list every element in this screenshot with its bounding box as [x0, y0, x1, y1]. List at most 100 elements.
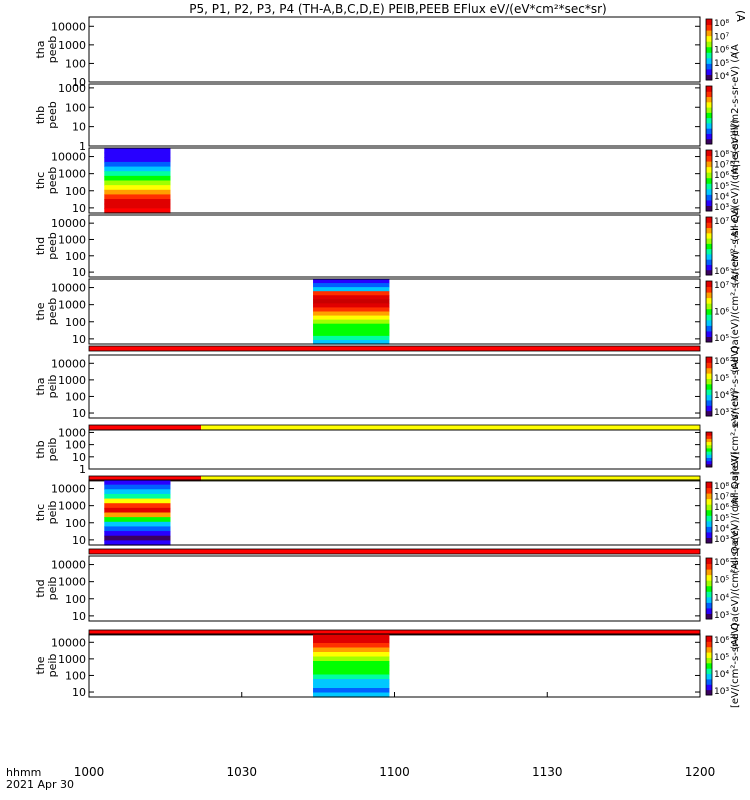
x-tick-label: 1030: [226, 765, 257, 779]
colorbar-tick-label: 10³: [714, 408, 729, 418]
flag-bar-frame: [88, 345, 701, 352]
flag-bar-red: [89, 630, 700, 635]
panel-the-peib: 10 100 1000 10000 the peib 10³ 10⁴ 10⁵ 10⁶ [eV/(cm…: [34, 623, 741, 708]
spectrogram-band: [313, 315, 390, 321]
y-tick-label: 10: [72, 451, 86, 464]
spectrogram-band: [313, 319, 390, 325]
colorbar-segment: [706, 74, 712, 81]
colorbar-segment: [706, 569, 712, 576]
colorbar-segment: [706, 177, 712, 184]
spectrogram-band: [313, 634, 390, 640]
colorbar-segment: [706, 460, 712, 465]
spectrogram-band: [104, 540, 171, 546]
panel-product-label: peib: [46, 654, 59, 678]
y-tick-label: 10: [72, 686, 86, 699]
y-tick-label: 10: [72, 333, 86, 346]
panel-probe-label: thc: [34, 172, 47, 189]
x-tick-label: 1100: [379, 765, 410, 779]
spectrogram-band: [313, 287, 390, 292]
colorbar-segment: [706, 107, 712, 113]
spectrogram-band: [104, 484, 171, 490]
colorbar-segment: [706, 161, 712, 168]
colorbar-segment: [706, 205, 712, 212]
colorbar-segment: [706, 537, 712, 544]
panel-probe-label: the: [34, 656, 47, 674]
colorbar-unit-label: (A|]e(eV)ll[m2-s-sr-eV) (A: [730, 52, 741, 178]
flag-bar-yellow: [201, 476, 700, 481]
colorbar-segment: [706, 405, 712, 412]
colorbar-unit-label: [eV/(cm²-s-sr-eV): [730, 623, 741, 708]
colorbar-tick-label: 10⁷: [714, 161, 729, 171]
colorbar-segment: [706, 46, 712, 53]
colorbar-segment: [706, 35, 712, 42]
colorbar-segment: [706, 227, 712, 234]
panel-frame: [88, 278, 701, 345]
spectrogram-band: [313, 652, 390, 658]
spectrogram-band: [313, 674, 390, 680]
colorbar-segment: [706, 383, 712, 390]
colorbar-unit-label: (All Qa(eV)/(cm²-s-sr-eV): [730, 451, 741, 574]
flag-bar-frame: [88, 548, 701, 555]
y-tick-label: 10000: [51, 282, 86, 295]
y-tick-label: 100: [65, 185, 86, 198]
spectrogram-band: [104, 185, 171, 191]
y-tick-label: 10: [72, 76, 86, 89]
y-tick-label: 10: [72, 266, 86, 279]
y-tick-label: 100: [65, 316, 86, 329]
y-tick-label: 1: [79, 140, 86, 153]
colorbar-segment: [706, 585, 712, 592]
panel-frame: [88, 16, 701, 83]
spectrogram-band: [313, 303, 390, 309]
panel-frame: [88, 479, 701, 546]
panel-frame: [88, 429, 701, 470]
colorbar-segment: [706, 389, 712, 396]
colorbar-frame: [705, 85, 713, 145]
colorbar-segment: [706, 222, 712, 229]
spectrogram-band: [104, 166, 171, 172]
colorbar-segment: [706, 652, 712, 658]
y-tick-label: 100: [65, 669, 86, 682]
colorbar-segment: [706, 24, 712, 31]
flag-bar-frame: [88, 629, 701, 636]
spectrogram-band: [313, 670, 390, 676]
colorbar-tick-label: 10³: [714, 611, 729, 621]
colorbar-segment: [706, 504, 712, 511]
y-tick-label: 10: [72, 610, 86, 623]
colorbar-segment: [706, 325, 712, 332]
colorbar-unit-label: (A/(cm²-s-sr-eV): [730, 206, 741, 285]
panel-probe-label: thb: [34, 106, 47, 124]
panel-frame: [88, 354, 701, 419]
spectrogram-band: [104, 203, 171, 209]
colorbar-segment: [706, 314, 712, 321]
colorbar-segment: [706, 373, 712, 379]
spectrogram-band: [313, 692, 390, 698]
colorbar-tick-label: 10³: [714, 535, 729, 545]
spectrogram-band: [313, 327, 390, 333]
x-tick-label: 1130: [532, 765, 563, 779]
spectrogram-band: [313, 688, 390, 694]
panel-probe-label: tha: [34, 40, 47, 58]
spectrogram-band: [313, 339, 390, 345]
colorbar-frame: [705, 557, 713, 620]
y-tick-label: 10: [72, 121, 86, 134]
colorbar-segment: [706, 531, 712, 538]
spectrogram-band: [313, 661, 390, 667]
colorbar-tick-label: 10⁵: [714, 59, 729, 69]
colorbar-segment: [706, 297, 712, 304]
panel-frame: [88, 147, 701, 214]
panel-product-label: peeb: [46, 232, 59, 260]
colorbar-segment: [706, 509, 712, 516]
colorbar-segment: [706, 63, 712, 70]
panel-probe-label: thd: [34, 579, 47, 597]
spectrogram-band: [313, 679, 390, 685]
colorbar-segment: [706, 248, 712, 255]
spectrogram-band: [104, 503, 171, 509]
y-tick-label: 1000: [58, 653, 86, 666]
colorbar-unit-label: (A: [730, 44, 741, 55]
panel-probe-label: thc: [34, 504, 47, 521]
spectrogram-band: [104, 507, 171, 514]
spectrogram-band: [104, 526, 171, 532]
